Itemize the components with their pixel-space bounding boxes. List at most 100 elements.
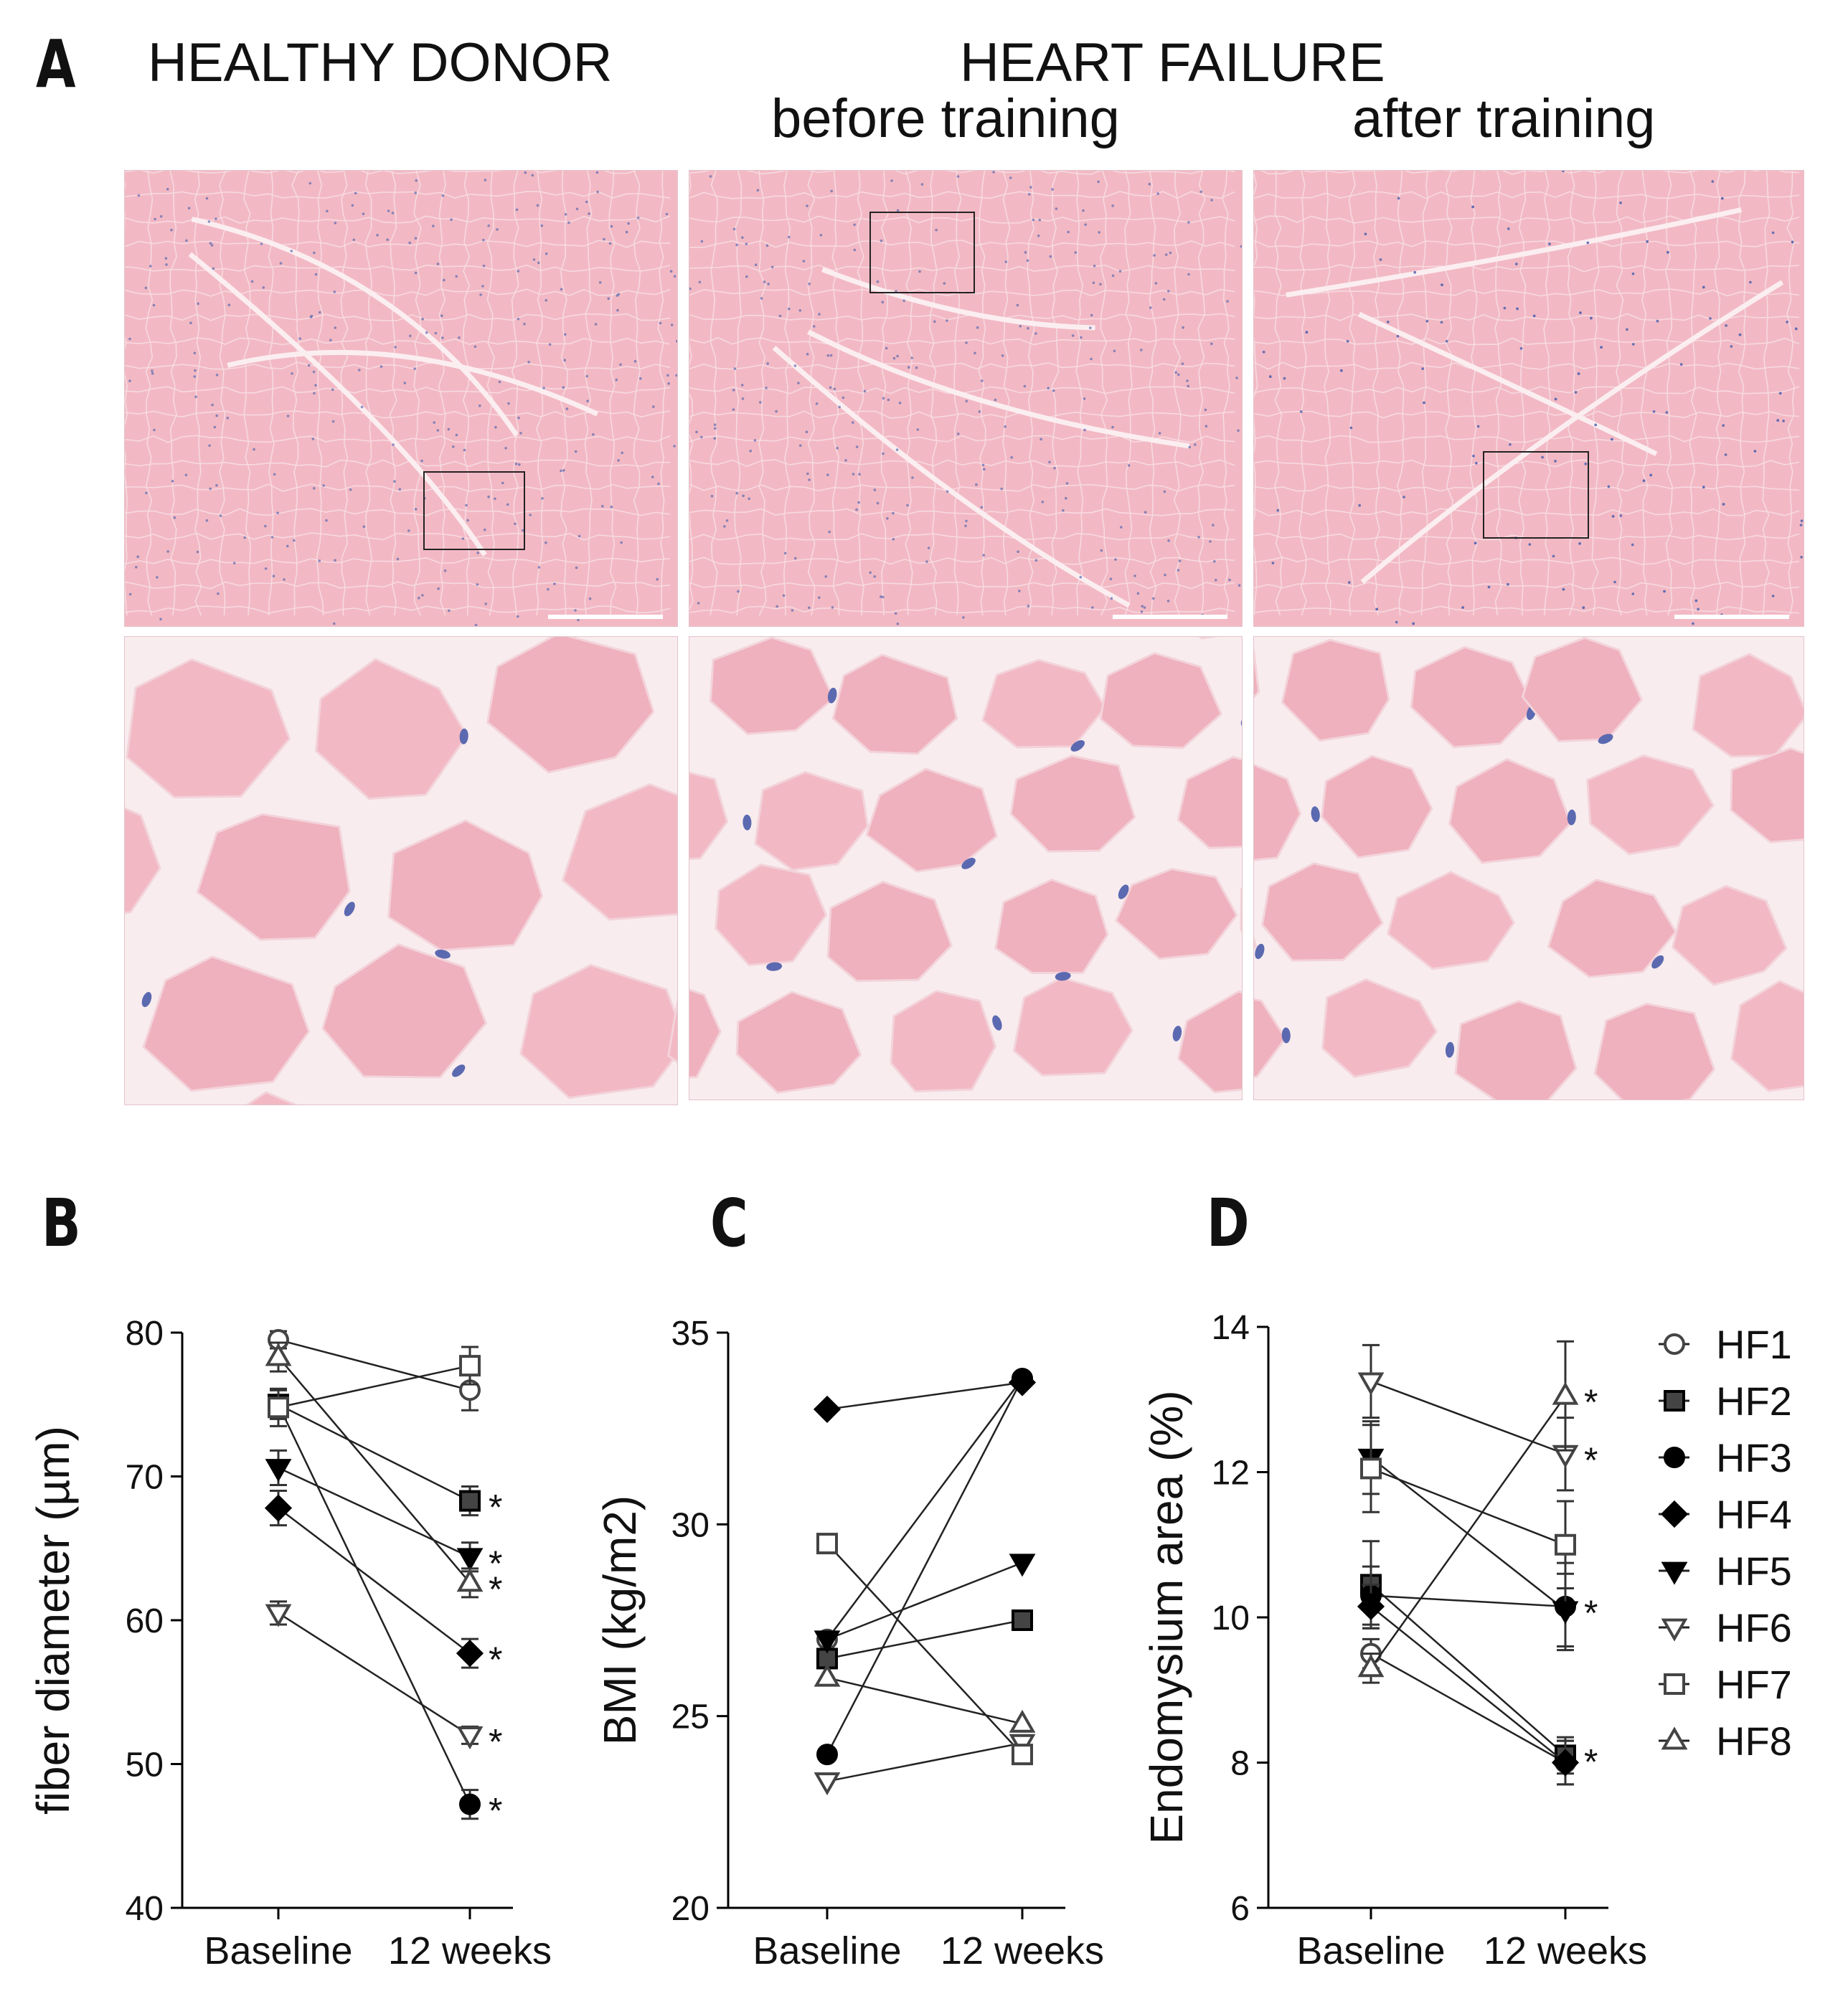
series-hf4: * [264, 1490, 502, 1680]
nucleus-dot [981, 463, 985, 467]
nucleus-dot [432, 224, 435, 227]
nucleus-dot [205, 197, 209, 200]
nucleus-dot [196, 550, 199, 554]
nucleus-dot [627, 222, 630, 225]
nucleus-dot [409, 334, 412, 338]
nucleus-dot [1051, 188, 1054, 191]
fiber-border [689, 361, 1235, 370]
panel-label-c: C [710, 1185, 748, 1262]
fiber-border [125, 288, 671, 297]
series-line [826, 1543, 1023, 1755]
fiber-border [1254, 605, 1800, 614]
fiber-border [1543, 171, 1551, 616]
fiber-border [125, 410, 671, 419]
nucleus-dot [151, 372, 154, 375]
nucleus-dot [209, 487, 212, 491]
muscle-fiber [981, 658, 1107, 749]
nucleus-dot [1722, 503, 1725, 506]
nucleus-dot [1421, 367, 1424, 370]
nucleus-dot [1379, 258, 1382, 261]
series-hf1 [1360, 1637, 1576, 1786]
nucleus-dot [974, 351, 976, 355]
nucleus-dot [1594, 423, 1597, 427]
nucleus-dot [1778, 392, 1782, 395]
nucleus-dot [798, 444, 802, 448]
nucleus-dot [1024, 251, 1027, 254]
fiber-border [125, 361, 671, 370]
nucleus-dot [394, 346, 397, 349]
series-line [1370, 1653, 1566, 1764]
nucleus-dot [1552, 554, 1555, 558]
fiber-border [978, 171, 986, 616]
nucleus-dot [980, 506, 984, 509]
nucleus-dot [214, 217, 217, 220]
nucleus-dot [135, 566, 138, 569]
nucleus-dot [1800, 556, 1803, 559]
nucleus-dot [863, 389, 867, 393]
nucleus-dot [669, 270, 673, 273]
nucleus-dot [828, 530, 831, 534]
nucleus-dot [1590, 316, 1593, 320]
fiber-border [1051, 171, 1060, 616]
fiber-border [1762, 171, 1771, 616]
series-hf5 [1357, 1420, 1579, 1647]
fiber-border [1197, 171, 1206, 616]
nucleus-dot [824, 575, 827, 578]
nucleus-dot [544, 298, 548, 302]
nucleus-dot [207, 220, 211, 223]
nucleus-dot [1144, 511, 1147, 514]
nucleus-dot [1771, 595, 1775, 597]
nucleus-dot [1738, 333, 1742, 336]
nucleus-dot [433, 421, 435, 424]
nucleus-dot [440, 314, 443, 317]
nucleus [435, 949, 451, 959]
marker-square-filled [1664, 1390, 1685, 1412]
fiber-border [633, 171, 641, 616]
nucleus-dot [1188, 445, 1192, 449]
nucleus-dot [1149, 306, 1152, 309]
nucleus-dot [619, 363, 622, 367]
micrograph-before-zoom [689, 636, 1243, 1100]
nucleus-dot [1652, 410, 1656, 413]
fiber-border [1254, 337, 1800, 346]
nucleus-dot [1090, 357, 1093, 361]
nucleus-dot [334, 559, 336, 562]
muscle-fiber [1320, 755, 1433, 859]
y-tick-label: 40 [126, 1890, 164, 1928]
nucleus-dot [1375, 607, 1378, 611]
nucleus-dot [902, 299, 905, 303]
muscle-fiber [754, 770, 869, 871]
nucleus-dot [541, 497, 544, 500]
nucleus-dot [1413, 270, 1416, 274]
marker-tridown-open [814, 1772, 841, 1796]
nucleus-dot [1771, 231, 1775, 235]
fiber-border [1254, 264, 1800, 273]
nucleus-dot [1238, 584, 1241, 587]
nucleus-dot [564, 213, 567, 216]
fiber-border [125, 483, 671, 492]
nucleus-dot [1642, 479, 1646, 482]
nucleus-dot [1702, 285, 1705, 289]
nucleus-dot [210, 244, 214, 247]
fiber-border [145, 171, 154, 616]
nucleus-dot [1271, 562, 1275, 564]
nucleus-dot [709, 175, 712, 178]
nucleus-dot [732, 389, 735, 392]
nucleus-dot [522, 529, 524, 532]
y-tick-label: 30 [671, 1506, 710, 1544]
nucleus-dot [536, 204, 539, 207]
nucleus-dot [956, 175, 960, 178]
nucleus-dot [1600, 346, 1603, 349]
micro-healthy-zoom-svg [125, 637, 677, 1105]
nucleus-dot [594, 323, 598, 326]
nucleus [1567, 809, 1576, 826]
nucleus-dot [880, 239, 883, 242]
nucleus-dot [463, 448, 466, 452]
muscle-fiber [1012, 976, 1133, 1077]
nucleus-dot [1090, 313, 1093, 317]
nucleus-dot [362, 525, 366, 528]
series-line [278, 1612, 471, 1736]
fiber-border [438, 171, 446, 616]
micro-before-overview-svg [689, 171, 1242, 626]
marker-triup-open [1357, 1654, 1385, 1678]
